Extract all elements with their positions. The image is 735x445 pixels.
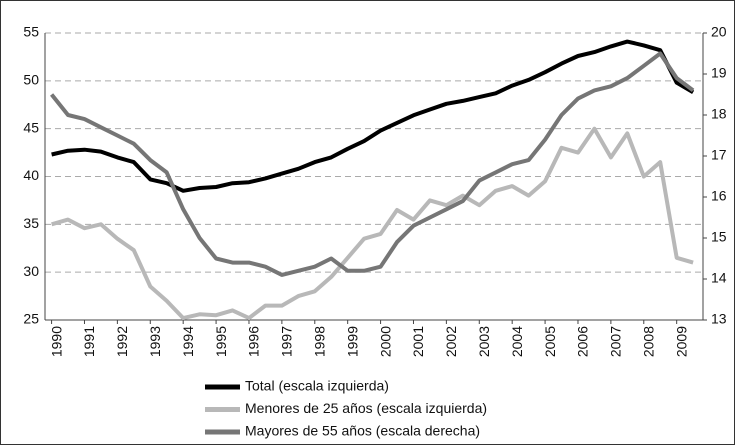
series-line xyxy=(51,39,695,193)
x-tick-label: 2005 xyxy=(542,326,558,357)
x-tick-label: 2009 xyxy=(673,326,689,357)
x-tick-label: 1997 xyxy=(279,326,295,357)
y-tick-label: 50 xyxy=(23,72,39,88)
x-tick-label: 2001 xyxy=(410,326,426,357)
x-tick-label: 1992 xyxy=(114,326,130,357)
y2-tick-label: 14 xyxy=(711,270,727,286)
x-tick-label: 2004 xyxy=(509,326,525,357)
x-tick-label: 2002 xyxy=(443,326,459,357)
y-tick-label: 40 xyxy=(23,167,39,183)
x-tick-label: 1990 xyxy=(48,326,64,357)
x-tick-label: 2003 xyxy=(476,326,492,357)
y2-tick-label: 18 xyxy=(711,106,727,122)
x-tick-label: 2008 xyxy=(640,326,656,357)
x-tick-label: 1996 xyxy=(246,326,262,357)
series-line xyxy=(50,51,695,277)
y2-tick-label: 20 xyxy=(711,24,727,40)
x-tick-label: 1999 xyxy=(344,326,360,357)
y-tick-label: 30 xyxy=(23,263,39,279)
x-tick-label: 1998 xyxy=(311,326,327,357)
x-tick-label: 2007 xyxy=(608,326,624,357)
x-tick-label: 1995 xyxy=(213,326,229,357)
y-tick-label: 25 xyxy=(23,311,39,327)
y-tick-label: 45 xyxy=(23,119,39,135)
y2-tick-label: 16 xyxy=(711,188,727,204)
y2-tick-label: 17 xyxy=(711,147,727,163)
x-tick-label: 1993 xyxy=(147,326,163,357)
x-tick-label: 2006 xyxy=(575,326,591,357)
series-line xyxy=(51,126,694,321)
y2-tick-label: 19 xyxy=(711,65,727,81)
x-tick-label: 1994 xyxy=(180,326,196,357)
y-tick-label: 35 xyxy=(23,215,39,231)
y2-tick-label: 13 xyxy=(711,311,727,327)
legend-label: Menores de 25 años (escala izquierda) xyxy=(245,400,487,416)
y2-tick-label: 15 xyxy=(711,229,727,245)
x-tick-label: 2000 xyxy=(377,326,393,357)
y-tick-label: 55 xyxy=(23,24,39,40)
legend-label: Mayores de 55 años (escala derecha) xyxy=(245,423,480,439)
x-tick-label: 1991 xyxy=(81,326,97,357)
legend-label: Total (escala izquierda) xyxy=(245,378,389,394)
